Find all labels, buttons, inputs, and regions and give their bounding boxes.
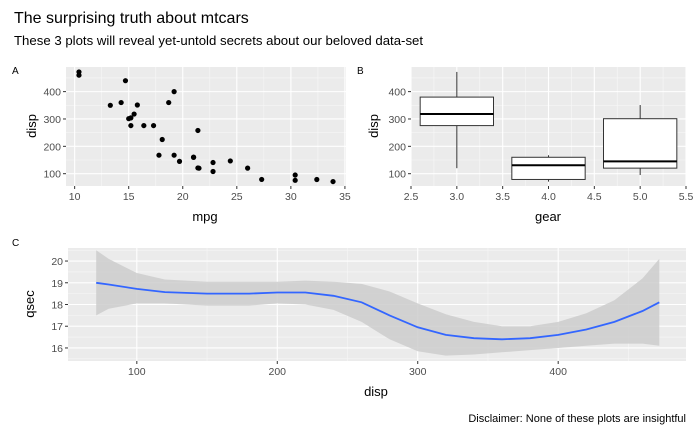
plot-c-y-tick-label: 20 — [51, 256, 63, 268]
plot-a-point — [126, 116, 132, 122]
plot-b-y-tick-label: 100 — [388, 169, 406, 181]
plot-a-point — [330, 178, 336, 185]
plot-c-x-tick-label: 300 — [409, 366, 427, 378]
plot-a-point — [150, 122, 157, 129]
plot-c-y-tick-label: 17 — [51, 321, 63, 333]
plot-b-tag: B — [357, 66, 364, 77]
plot-a-point — [76, 72, 82, 78]
plot-c-tag: C — [12, 238, 19, 249]
plot-c-y-tick-label: 19 — [51, 278, 63, 290]
figure-subtitle: These 3 plots will reveal yet-untold sec… — [14, 33, 423, 48]
plot-c-x-tick-label: 200 — [269, 366, 287, 378]
plot-a-point — [171, 152, 177, 158]
plot-a-tag: A — [12, 66, 19, 77]
plot-b-x-tick-label: 4.0 — [541, 191, 556, 203]
plot-a-panel-background — [66, 67, 346, 186]
plot-a-point — [210, 159, 216, 166]
plot-a-x-tick-label: 35 — [339, 191, 351, 203]
plot-a-x-tick-label: 30 — [285, 191, 297, 203]
plot-a-y-tick-label: 400 — [43, 87, 61, 99]
plot-a-x-tick-label: 20 — [177, 191, 189, 203]
plot-b-x-tick-label: 3.5 — [495, 191, 510, 203]
plot-b-box — [603, 118, 678, 169]
plot-b-x-tick-label: 5.5 — [679, 191, 694, 203]
figure-caption: Disclaimer: None of these plots are insi… — [468, 413, 686, 425]
plot-a-point — [128, 122, 134, 129]
plot-a-point — [118, 99, 124, 106]
plot-c: C disp qsec 100 200 300 400 16 17 18 19 20 — [12, 238, 686, 399]
plot-a-y-tick-label: 300 — [43, 114, 61, 126]
plot-a-point — [210, 168, 216, 175]
plot-b-box — [419, 96, 494, 127]
plot-c-x-axis-label: disp — [364, 384, 388, 399]
plot-a-point — [292, 177, 298, 183]
plot-a-point — [171, 89, 177, 95]
plot-b-y-tick-label: 400 — [388, 87, 406, 99]
plot-a-y-tick-label: 100 — [43, 169, 61, 181]
plot-a-point — [107, 102, 113, 108]
plot-c-confidence-band — [96, 250, 660, 356]
plot-b-x-tick-label: 4.5 — [587, 191, 602, 203]
plot-b-x-tick-label: 3.0 — [450, 191, 465, 203]
plot-a-x-axis-label: mpg — [192, 209, 217, 224]
plot-b-y-tick-label: 300 — [388, 114, 406, 126]
plot-a-point — [159, 136, 165, 143]
plot-b-x-tick-label: 5.0 — [633, 191, 648, 203]
plot-a-y-axis-label: disp — [24, 114, 39, 138]
plot-a-point — [156, 152, 162, 158]
plot-a-point — [227, 158, 233, 164]
plot-a-point — [190, 154, 197, 160]
plot-c-smooth-line — [96, 281, 660, 341]
plot-a-point — [245, 165, 251, 171]
plot-a-point — [259, 176, 265, 183]
plot-b: B gear disp 2.5 3.0 3.5 4.0 4.5 5.0 5.5 100 200 3… — [357, 66, 693, 224]
plot-a-point — [292, 172, 298, 178]
plot-c-x-tick-label: 400 — [549, 366, 567, 378]
plot-a-point — [195, 165, 201, 171]
plot-a-point — [134, 102, 140, 108]
plot-c-y-axis-label: qsec — [22, 290, 37, 318]
plot-b-x-axis-label: gear — [535, 209, 562, 224]
plot-c-x-tick-label: 100 — [128, 366, 146, 378]
plot-c-y-tick-label: 16 — [51, 343, 63, 355]
plot-a-point — [314, 176, 320, 183]
plot-a-point — [176, 158, 183, 164]
plot-a-y-tick-label: 200 — [43, 141, 61, 153]
plot-b-y-axis-label: disp — [366, 114, 381, 138]
plot-a: A mpg disp 10 15 20 25 30 35 100 200 300 400 — [12, 66, 351, 224]
plot-a-point — [131, 111, 137, 117]
plot-a-point — [141, 122, 147, 129]
plot-a-x-tick-label: 25 — [231, 191, 243, 203]
plot-a-point — [122, 78, 129, 84]
plot-b-y-tick-label: 200 — [388, 141, 406, 153]
plot-c-y-tick-label: 18 — [51, 300, 63, 312]
plot-a-x-tick-label: 10 — [69, 191, 81, 203]
plot-a-x-tick-label: 15 — [123, 191, 135, 203]
plot-b-x-tick-label: 2.5 — [404, 191, 419, 203]
plot-a-point — [195, 127, 201, 134]
plot-a-point — [166, 99, 172, 106]
plot-b-box — [511, 156, 586, 180]
figure-title: The surprising truth about mtcars — [14, 10, 249, 27]
